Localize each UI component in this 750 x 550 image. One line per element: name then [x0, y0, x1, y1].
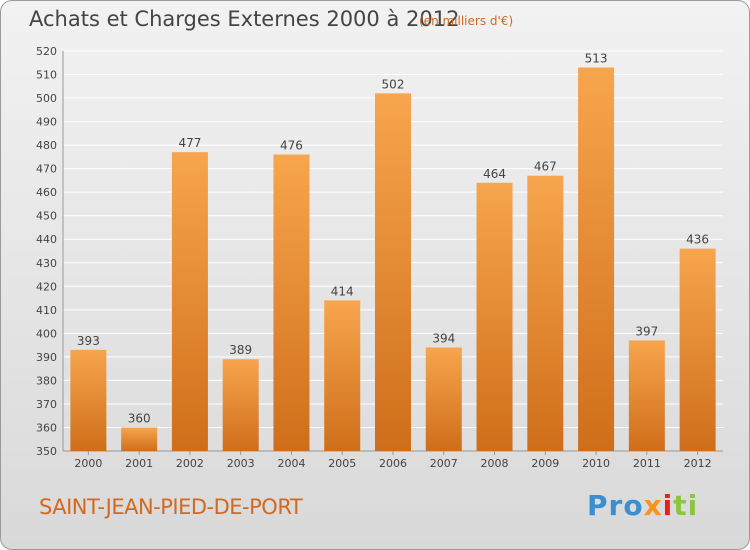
bar-2012	[679, 248, 716, 451]
y-tick-label: 510	[36, 69, 57, 82]
x-tick-label: 2008	[481, 457, 509, 470]
y-tick-label: 460	[36, 186, 57, 199]
bar-2000	[70, 349, 107, 451]
x-tick-label: 2011	[633, 457, 661, 470]
y-tick-label: 520	[36, 45, 57, 58]
y-tick-label: 390	[36, 351, 57, 364]
chart-title: Achats et Charges Externes 2000 à 2012	[29, 7, 460, 31]
brand-part-2: x	[643, 489, 663, 522]
data-label-2001: 360	[128, 411, 151, 425]
x-tick-label: 2004	[277, 457, 305, 470]
label-layer: 393 360 477 389 476 414 502 394 464 467 513 397 436	[77, 51, 709, 425]
y-tick-label: 430	[36, 257, 57, 270]
y-tick-label: 380	[36, 374, 57, 387]
y-tick-label: 470	[36, 163, 57, 176]
bar-2005	[324, 300, 361, 451]
data-label-2003: 389	[229, 343, 252, 357]
bar-2011	[628, 340, 665, 451]
brand-part-3: i	[662, 489, 674, 522]
y-tick-label: 360	[36, 421, 57, 434]
brand-logo: Proxiti	[587, 489, 698, 522]
y-tick-label: 480	[36, 139, 57, 152]
data-label-2004: 476	[280, 139, 303, 153]
data-label-2010: 513	[585, 51, 608, 65]
bar-2009	[527, 175, 564, 452]
x-tick-label: 2001	[125, 457, 153, 470]
bar-2006	[375, 93, 411, 452]
location-name: SAINT-JEAN-PIED-DE-PORT	[39, 495, 303, 519]
x-tick-label: 2005	[328, 457, 356, 470]
data-label-2007: 394	[432, 331, 455, 345]
bar-2001	[121, 427, 158, 451]
bar-layer	[70, 67, 716, 452]
x-tick-label: 2002	[176, 457, 204, 470]
y-tick-label: 450	[36, 210, 57, 223]
x-tick-label: 2006	[379, 457, 407, 470]
bar-2007	[425, 347, 462, 451]
x-tick-label: 2010	[582, 457, 610, 470]
y-tick-label: 440	[36, 233, 57, 246]
bar-2008	[476, 182, 513, 451]
x-tick-label: 2000	[74, 457, 102, 470]
bar-2004	[273, 154, 310, 451]
y-tick-label: 350	[36, 445, 57, 458]
data-label-2012: 436	[686, 233, 709, 247]
bar-2010	[578, 67, 615, 452]
axis-layer: 350 360 370 380 390 400 410 420 430 440 450 460 470 4…	[36, 45, 723, 470]
data-label-2006: 502	[382, 77, 405, 91]
y-tick-label: 370	[36, 398, 57, 411]
y-tick-label: 490	[36, 116, 57, 129]
bar-2002	[171, 152, 208, 452]
y-tick-label: 420	[36, 280, 57, 293]
data-label-2005: 414	[331, 284, 354, 298]
data-label-2011: 397	[635, 324, 658, 338]
y-tick-label: 500	[36, 92, 57, 105]
x-tick-label: 2007	[430, 457, 458, 470]
x-tick-label: 2003	[227, 457, 255, 470]
data-label-2002: 477	[178, 136, 201, 150]
y-tick-label: 400	[36, 327, 57, 340]
bar-2003	[222, 359, 259, 451]
x-tick-label: 2009	[531, 457, 559, 470]
brand-part-4: ti	[673, 489, 699, 522]
chart-subtitle: (en milliers d'€)	[419, 14, 514, 28]
data-label-2008: 464	[483, 167, 506, 181]
data-label-2009: 467	[534, 160, 557, 174]
brand-part-1: Pro	[587, 489, 644, 522]
y-tick-label: 410	[36, 304, 57, 317]
data-label-2000: 393	[77, 334, 100, 348]
x-tick-label: 2012	[684, 457, 712, 470]
